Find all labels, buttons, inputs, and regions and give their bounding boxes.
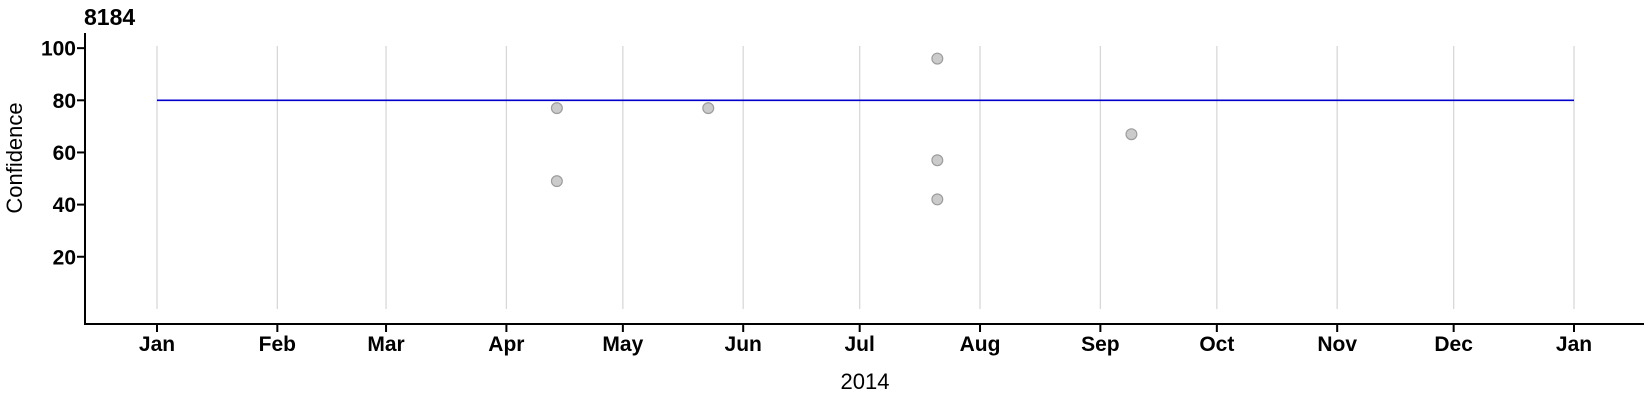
y-tick-label-60: 60 — [53, 142, 76, 165]
y-tick-label-20: 20 — [53, 246, 76, 269]
x-tick-label-sep-8: Sep — [1081, 333, 1120, 356]
x-tick-label-aug-7: Aug — [960, 333, 1001, 356]
x-tick-label-apr-3: Apr — [488, 333, 524, 356]
data-points-layer — [550, 52, 1138, 206]
y-tick-label-80: 80 — [53, 90, 76, 113]
x-tick-label-oct-9: Oct — [1199, 333, 1234, 356]
x-axis-caption: 2014 — [841, 369, 890, 394]
x-tick-label-mar-2: Mar — [367, 333, 404, 356]
gridlines-layer — [156, 46, 1575, 309]
y-axis-label: Confidence — [2, 102, 27, 213]
data-point-2 — [702, 102, 715, 115]
data-point-6 — [1125, 128, 1138, 141]
axes-layer: 20 40 60 80 100 Jan Feb Mar Apr May Jun Jul Aug Sep Oc… — [41, 33, 1644, 356]
data-point-4 — [931, 154, 944, 167]
data-point-5 — [931, 193, 944, 206]
x-tick-label-jul-6: Jul — [845, 333, 875, 356]
data-point-1 — [550, 175, 563, 188]
x-tick-label-jan-12: Jan — [1556, 333, 1592, 356]
data-point-3 — [931, 52, 944, 65]
x-tick-label-nov-10: Nov — [1317, 333, 1357, 356]
chart-title: 8184 — [84, 4, 135, 30]
x-tick-label-may-4: May — [602, 333, 643, 356]
x-tick-label-feb-1: Feb — [259, 333, 296, 356]
x-tick-label-jun-5: Jun — [725, 333, 762, 356]
y-tick-label-40: 40 — [53, 194, 76, 217]
x-tick-label-jan-0: Jan — [139, 333, 175, 356]
y-tick-label-100: 100 — [41, 38, 76, 61]
x-tick-label-dec-11: Dec — [1434, 333, 1473, 356]
data-point-0 — [550, 102, 563, 115]
